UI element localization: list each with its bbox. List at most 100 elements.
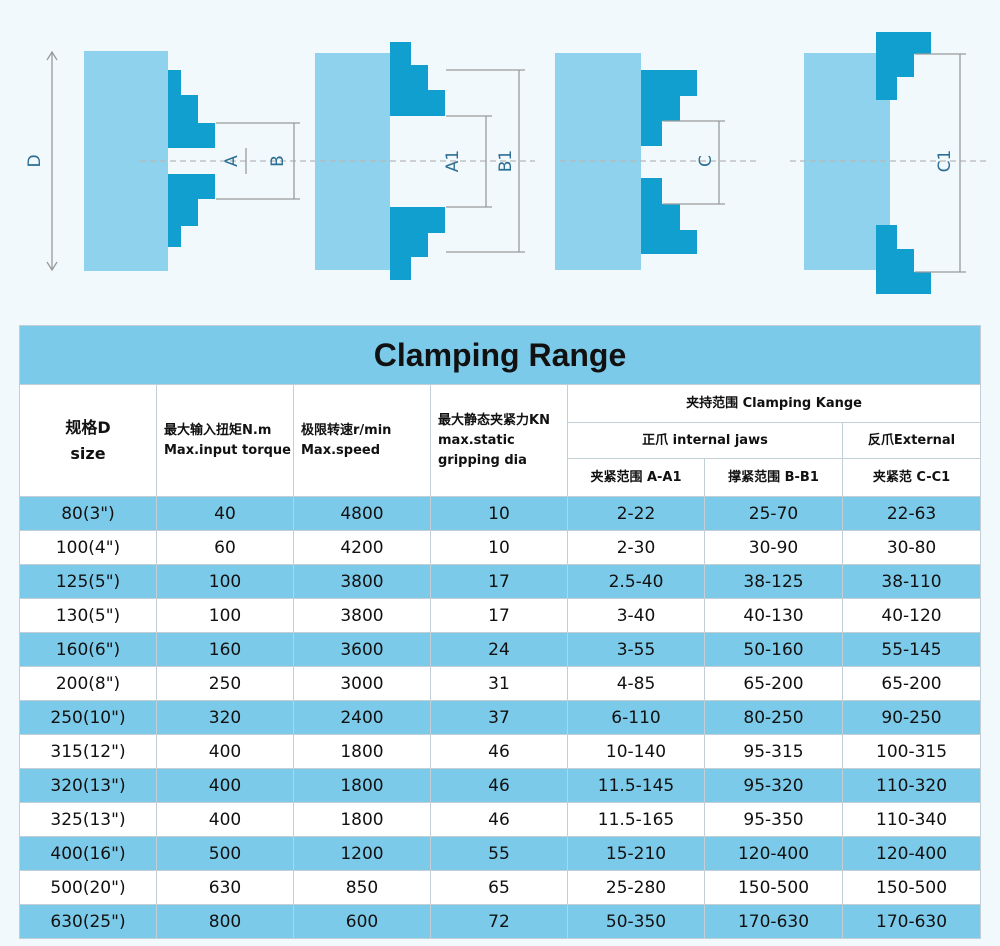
cell-range-b: 120-400 (704, 836, 843, 871)
cell-torque: 60 (156, 530, 294, 565)
cell-force: 37 (430, 700, 568, 735)
cell-size: 130(5") (19, 598, 157, 633)
cell-range-b: 95-315 (704, 734, 843, 769)
table-row: 630(25") 800 600 72 50-350 170-630 170-630 (19, 904, 982, 939)
cell-range-b: 170-630 (704, 904, 843, 939)
cell-size: 500(20") (19, 870, 157, 905)
header-force-en2: gripping dia (438, 452, 527, 468)
header-range-a: 夹紧范围 A-A1 (567, 458, 705, 497)
cell-range-c: 170-630 (841, 904, 982, 939)
cell-range-c: 30-80 (841, 530, 982, 565)
cell-torque: 250 (156, 666, 294, 701)
cell-range-c: 150-500 (841, 870, 982, 905)
cell-force: 65 (430, 870, 568, 905)
table-row: 160(6") 160 3600 24 3-55 50-160 55-145 (19, 632, 982, 667)
cell-range-a: 11.5-165 (567, 802, 705, 837)
cell-speed: 3600 (293, 632, 431, 667)
cell-range-b: 65-200 (704, 666, 843, 701)
table-row: 400(16") 500 1200 55 15-210 120-400 120-400 (19, 836, 982, 871)
cell-size: 630(25") (19, 904, 157, 939)
cell-range-c: 40-120 (841, 598, 982, 633)
cell-range-a: 50-350 (567, 904, 705, 939)
header-speed-cn: 极限转速r/min (301, 422, 392, 438)
header-external-jaws: 反爪External (841, 422, 982, 459)
table-row: 250(10") 320 2400 37 6-110 80-250 90-250 (19, 700, 982, 735)
header-force-en1: max.static (438, 432, 515, 448)
header-torque-cn: 最大输入扭矩N.m (164, 422, 272, 438)
cell-size: 100(4") (19, 530, 157, 565)
cell-torque: 630 (156, 870, 294, 905)
cell-size: 325(13") (19, 802, 157, 837)
cell-speed: 4200 (293, 530, 431, 565)
dim-label-c1: C1 (935, 150, 955, 173)
cell-range-a: 11.5-145 (567, 768, 705, 803)
cell-range-c: 110-320 (841, 768, 982, 803)
cell-torque: 40 (156, 496, 294, 531)
diagram-ab: D A B (25, 50, 315, 272)
cell-range-c: 100-315 (841, 734, 982, 769)
cell-torque: 100 (156, 598, 294, 633)
cell-force: 72 (430, 904, 568, 939)
cell-size: 315(12") (19, 734, 157, 769)
cell-force: 46 (430, 802, 568, 837)
cell-force: 46 (430, 768, 568, 803)
table-row: 200(8") 250 3000 31 4-85 65-200 65-200 (19, 666, 982, 701)
table-row: 500(20") 630 850 65 25-280 150-500 150-500 (19, 870, 982, 905)
cell-range-b: 95-320 (704, 768, 843, 803)
cell-speed: 4800 (293, 496, 431, 531)
cell-torque: 400 (156, 734, 294, 769)
table-row: 315(12") 400 1800 46 10-140 95-315 100-315 (19, 734, 982, 769)
cell-speed: 2400 (293, 700, 431, 735)
cell-size: 160(6") (19, 632, 157, 667)
cell-range-a: 3-55 (567, 632, 705, 667)
cell-size: 250(10") (19, 700, 157, 735)
table-row: 320(13") 400 1800 46 11.5-145 95-320 110-320 (19, 768, 982, 803)
cell-torque: 100 (156, 564, 294, 599)
cell-range-a: 15-210 (567, 836, 705, 871)
header-force: 最大静态夹紧力KN max.static gripping dia (430, 384, 568, 497)
table-row: 130(5") 100 3800 17 3-40 40-130 40-120 (19, 598, 982, 633)
cell-range-b: 25-70 (704, 496, 843, 531)
cell-torque: 320 (156, 700, 294, 735)
cell-speed: 1200 (293, 836, 431, 871)
cell-range-b: 50-160 (704, 632, 843, 667)
header-size: 规格D size (19, 384, 157, 497)
header-speed: 极限转速r/min Max.speed (293, 384, 431, 497)
table-row: 325(13") 400 1800 46 11.5-165 95-350 110-340 (19, 802, 982, 837)
cell-range-c: 55-145 (841, 632, 982, 667)
header-range-b: 撑紧范围 B-B1 (704, 458, 843, 497)
cell-torque: 800 (156, 904, 294, 939)
cell-range-a: 6-110 (567, 700, 705, 735)
cell-speed: 1800 (293, 802, 431, 837)
cell-range-a: 10-140 (567, 734, 705, 769)
cell-force: 31 (430, 666, 568, 701)
cell-torque: 500 (156, 836, 294, 871)
cell-range-a: 2-22 (567, 496, 705, 531)
jaw-diagrams: D A B A1 B1 (0, 0, 1000, 310)
cell-range-a: 2-30 (567, 530, 705, 565)
cell-size: 200(8") (19, 666, 157, 701)
cell-speed: 1800 (293, 768, 431, 803)
cell-range-c: 22-63 (841, 496, 982, 531)
header-torque-en: Max.input torque (164, 442, 291, 458)
cell-range-c: 65-200 (841, 666, 982, 701)
cell-range-b: 80-250 (704, 700, 843, 735)
dim-label-a1: A1 (443, 150, 463, 172)
header-speed-en: Max.speed (301, 442, 381, 458)
diagram-c1: C1 (790, 32, 990, 294)
table-title: Clamping Range (18, 325, 982, 385)
cell-force: 17 (430, 564, 568, 599)
cell-size: 400(16") (19, 836, 157, 871)
cell-speed: 850 (293, 870, 431, 905)
cell-speed: 3800 (293, 598, 431, 633)
cell-size: 125(5") (19, 564, 157, 599)
header-internal-jaws: 正爪 internal jaws (567, 422, 843, 459)
clamping-range-table: Clamping Range 规格D size 最大输入扭矩N.m Max.in… (18, 325, 982, 939)
cell-range-b: 30-90 (704, 530, 843, 565)
dim-label-b: B (268, 155, 288, 167)
cell-range-c: 90-250 (841, 700, 982, 735)
cell-range-c: 120-400 (841, 836, 982, 871)
cell-range-a: 3-40 (567, 598, 705, 633)
table-body: 80(3") 40 4800 10 2-22 25-70 22-63 100(4") 60 420… (19, 496, 982, 939)
dim-label-a: A (222, 155, 242, 167)
